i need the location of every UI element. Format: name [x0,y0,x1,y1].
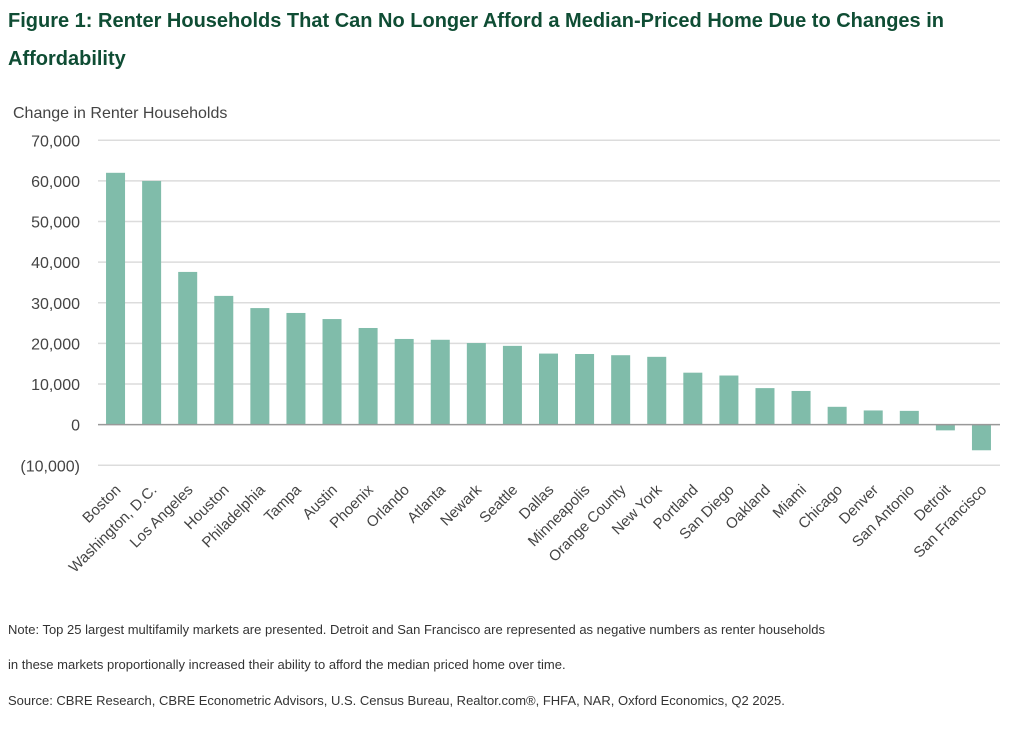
bar-san-diego [719,375,739,425]
bar-dallas [539,353,558,425]
x-tick-label: Tampa [261,481,305,525]
y-tick-label: 70,000 [31,133,80,150]
bar-tampa [286,312,306,425]
x-tick-label: Newark [437,481,485,529]
bar-philadelphia [250,308,270,425]
bar-new-york [647,356,667,425]
y-tick-label: 0 [71,418,80,435]
y-tick-label: 30,000 [31,296,80,313]
bar-newark [466,343,486,425]
y-tick-label: 60,000 [31,174,80,191]
chart-source: Source: CBRE Research, CBRE Econometric … [8,693,785,708]
bar-oakland [755,388,775,425]
bar-los-angeles [178,271,198,425]
chart-note-line2: in these markets proportionally increase… [8,657,566,672]
bar-chart: Change in Renter Households 70,000 60,000 5… [13,105,1000,576]
y-axis-label: Change in Renter Households [13,105,227,122]
bar-atlanta [430,339,450,425]
bar-houston [214,295,234,425]
bar-portland [683,372,703,425]
x-tick-label: Seattle [476,481,521,526]
y-tick-label: (10,000) [20,458,80,475]
y-tick-label: 40,000 [31,255,80,272]
bar-austin [322,319,342,425]
bar-orange-county [611,355,631,425]
bar-detroit [935,424,955,431]
chart-note-line1: Note: Top 25 largest multifamily markets… [8,622,826,637]
bar-seattle [502,345,522,425]
bar-orlando [394,338,414,425]
bar-san-antonio [899,410,919,425]
y-tick-label: 50,000 [31,215,80,232]
bar-boston [106,172,126,425]
bar-minneapolis [575,353,595,425]
chart-title: Figure 1: Renter Households That Can No … [8,10,945,70]
bar-washington-d-c- [142,180,162,425]
y-tick-label: 10,000 [31,377,80,394]
bar-denver [863,410,883,425]
bar-san-francisco [971,424,991,451]
y-tick-label: 20,000 [31,336,80,353]
bar-miami [791,390,811,425]
bar-phoenix [358,327,378,425]
bar-chicago [827,406,847,425]
